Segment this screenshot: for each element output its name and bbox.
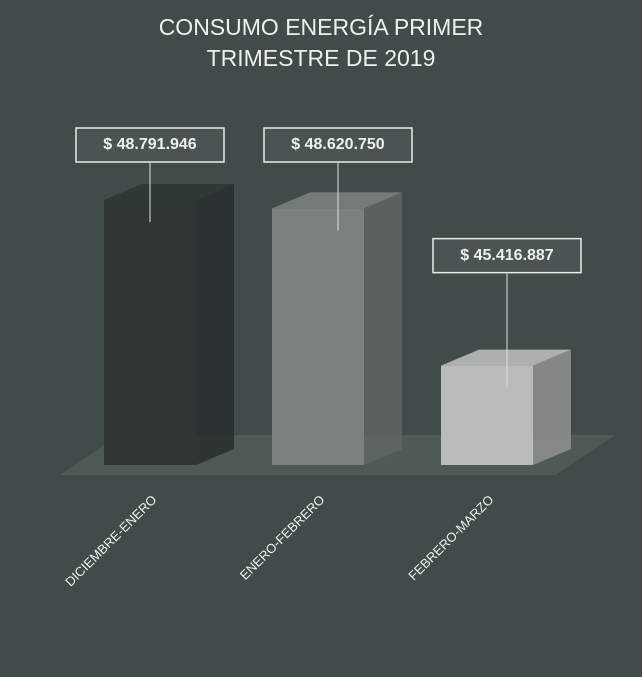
bar-top <box>441 349 571 366</box>
x-tick-label: DICIEMBRE-ENERO <box>62 492 159 589</box>
x-tick-label: ENERO-FEBRERO <box>237 492 328 583</box>
data-label: $ 48.791.946 <box>103 136 197 153</box>
bar <box>104 200 196 465</box>
data-label: $ 48.620.750 <box>291 136 385 153</box>
label-box <box>432 237 582 274</box>
bar-side <box>533 349 571 465</box>
label-box <box>263 127 413 163</box>
chart-title: CONSUMO ENERGÍA PRIMER TRIMESTRE DE 2019 <box>158 14 484 71</box>
bar <box>272 208 364 466</box>
data-label: $ 45.416.887 <box>460 247 554 264</box>
label-box <box>75 127 225 163</box>
bar-top <box>272 192 402 209</box>
bar-top <box>104 184 234 200</box>
bar-side <box>196 184 234 465</box>
x-tick-label: FEBRERO-MARZO <box>405 492 496 583</box>
bar <box>441 365 533 465</box>
bar-side <box>364 192 402 466</box>
